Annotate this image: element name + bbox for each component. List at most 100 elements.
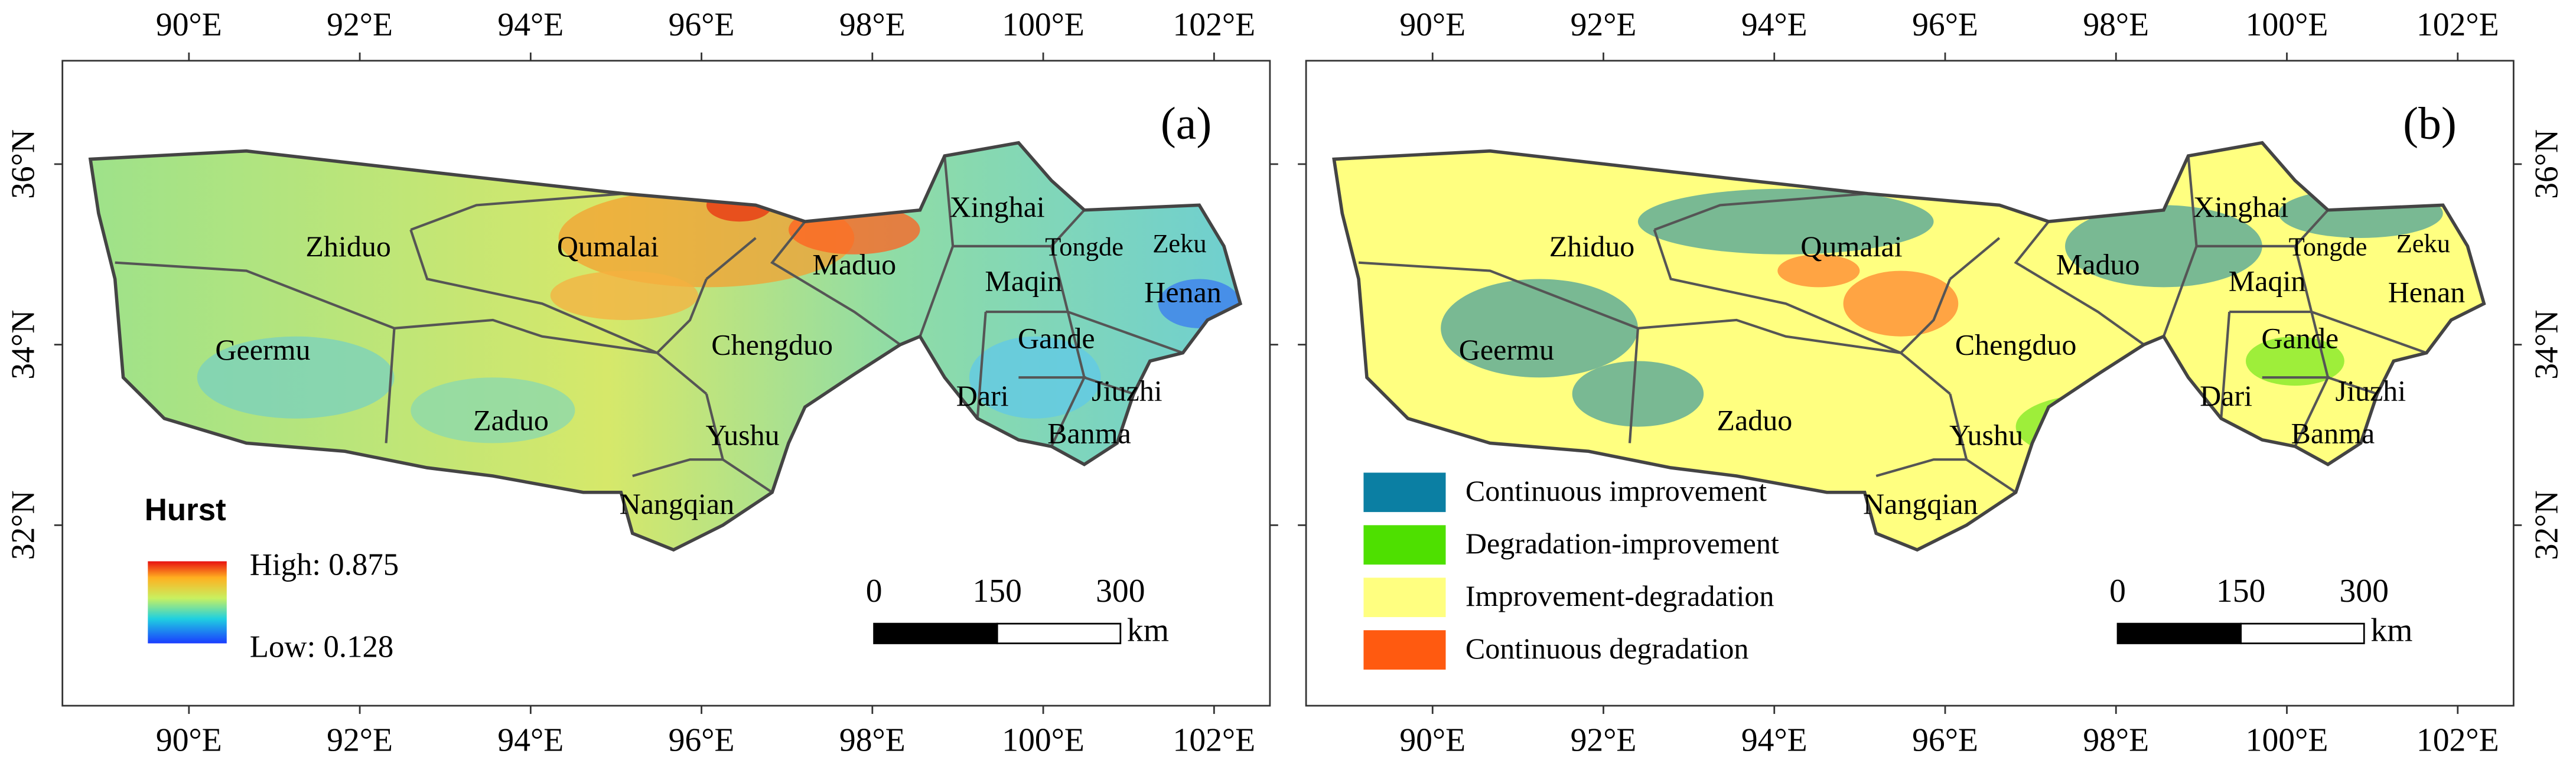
region-name: Xinghai	[2193, 190, 2288, 223]
lat-label: 32°N	[5, 490, 41, 560]
district-border	[1653, 192, 1868, 231]
lon-label: 94°E	[497, 722, 564, 759]
district-border	[1358, 261, 1901, 354]
lon-label: 90°E	[156, 722, 222, 759]
lon-label: 102°E	[1173, 722, 1256, 759]
scale-label: 0	[2109, 573, 2126, 609]
district-border	[1628, 328, 1639, 443]
region-name: Yushu	[1949, 419, 2023, 452]
scale-label: 150	[2216, 573, 2265, 609]
lon-label: 98°E	[2083, 722, 2149, 759]
region-name: Zaduo	[473, 404, 549, 437]
district-border	[2262, 376, 2330, 447]
scale-bar-black	[2116, 622, 2242, 644]
region-name: Nangqian	[620, 487, 735, 520]
region-name: Yushu	[706, 419, 780, 452]
map-frame	[61, 60, 1271, 707]
region-name: Zeku	[2396, 229, 2450, 258]
region-name: Gande	[1018, 322, 1095, 355]
legend-swatch	[1363, 525, 1446, 565]
region-name: Maduo	[812, 248, 896, 281]
panel-label: (a)	[1161, 98, 1212, 149]
region-name: Zhiduo	[305, 230, 391, 263]
scale-label: 300	[2340, 573, 2389, 609]
legend-ramp	[148, 561, 227, 644]
region-name: Tongde	[2289, 232, 2367, 262]
lon-label: 100°E	[1002, 6, 1085, 43]
district-border	[770, 220, 901, 346]
study-area-outline	[1332, 141, 2486, 552]
lon-label: 90°E	[156, 6, 222, 43]
region-name: Zaduo	[1717, 404, 1792, 437]
scale-unit: km	[1127, 612, 1169, 649]
lon-label: 92°E	[327, 722, 393, 759]
scale-unit: km	[2370, 612, 2412, 649]
lon-label: 96°E	[669, 6, 735, 43]
lat-label: 34°N	[5, 310, 41, 380]
texture-blob	[1777, 254, 1860, 288]
region-name: Tongde	[1045, 232, 1123, 262]
lon-label: 96°E	[669, 722, 735, 759]
scale-bar-white	[2240, 622, 2365, 644]
lat-label: 36°N	[2528, 129, 2565, 199]
lon-label: 92°E	[1571, 722, 1637, 759]
legend-title: Hurst	[145, 492, 226, 527]
region-name: Jiuzhi	[1092, 374, 1162, 407]
lon-label: 98°E	[839, 722, 906, 759]
legend-swatch	[1363, 472, 1446, 513]
district-border	[115, 261, 657, 354]
lon-label: 90°E	[1399, 722, 1466, 759]
lon-label: 100°E	[2246, 6, 2329, 43]
scale-bar-white	[996, 622, 1122, 644]
region-name: Maduo	[2056, 248, 2140, 281]
region-name: Henan	[2388, 276, 2466, 309]
lat-label: 36°N	[5, 129, 41, 199]
region-name: Chengduo	[1955, 328, 2077, 361]
region-name: Jiuzhi	[2336, 374, 2406, 407]
district-border	[409, 229, 708, 395]
district-border	[705, 237, 757, 281]
scale-label: 150	[973, 573, 1022, 609]
lon-label: 92°E	[327, 6, 393, 43]
region-name: Qumalai	[557, 230, 659, 263]
texture-blob	[1572, 361, 1704, 427]
scale-label: 300	[1096, 573, 1145, 609]
texture-blob	[1843, 270, 1959, 337]
legend-low: Low: 0.128	[250, 630, 394, 664]
region-name: Xinghai	[950, 190, 1045, 223]
lat-label: 34°N	[2528, 310, 2565, 380]
texture-blob	[411, 377, 575, 443]
legend-swatch	[1363, 578, 1446, 617]
district-border	[410, 192, 625, 231]
region-name: Banma	[2291, 417, 2375, 450]
region-name: Dari	[2200, 379, 2252, 412]
district-border	[2220, 311, 2231, 419]
legend-label: Continuous improvement	[1466, 474, 1767, 507]
district-border	[976, 311, 987, 419]
region-name: Banma	[1047, 417, 1131, 450]
lon-label: 102°E	[2417, 722, 2499, 759]
region-name: Maqin	[2229, 264, 2306, 297]
lon-label: 94°E	[1741, 6, 1808, 43]
legend-high: High: 0.875	[250, 548, 399, 582]
region-name: Geermu	[1459, 333, 1554, 366]
lon-label: 94°E	[1741, 722, 1808, 759]
region-name: Nangqian	[1863, 487, 1978, 520]
region-name: Zeku	[1152, 229, 1206, 258]
lon-label: 96°E	[1912, 6, 1978, 43]
region-name: Geermu	[215, 333, 310, 366]
district-border	[656, 278, 708, 354]
district-border	[1653, 229, 1951, 395]
district-border	[1018, 376, 1086, 447]
district-border	[1949, 237, 2001, 281]
lat-label: 32°N	[2528, 490, 2565, 560]
district-border	[385, 328, 396, 443]
district-border	[632, 458, 723, 477]
region-name: Qumalai	[1800, 230, 1902, 263]
legend-label: Continuous degradation	[1466, 632, 1749, 665]
lon-label: 100°E	[2246, 722, 2329, 759]
lon-label: 102°E	[2417, 6, 2499, 43]
texture-blob	[550, 270, 699, 320]
lon-label: 100°E	[1002, 722, 1085, 759]
panel-label: (b)	[2403, 98, 2457, 149]
